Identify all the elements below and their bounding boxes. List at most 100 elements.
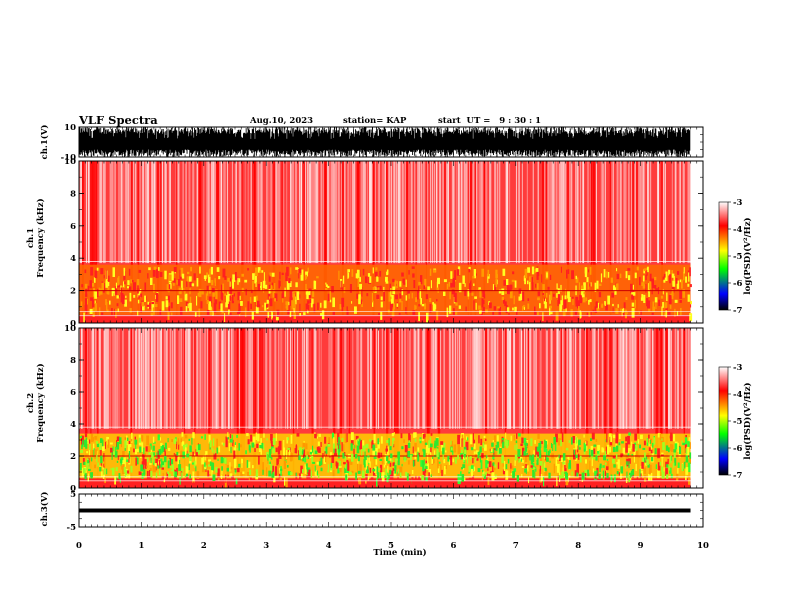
spectrogram-speckle — [259, 445, 262, 449]
spectrogram-streak — [304, 161, 306, 264]
spectrogram-speckle — [96, 454, 98, 463]
spectrogram-streak — [178, 328, 180, 429]
spectrogram-speckle — [372, 267, 374, 274]
spectrogram-speckle — [185, 306, 188, 312]
spectrogram-speckle — [342, 452, 345, 459]
spectrogram-streak — [460, 161, 462, 264]
spectrogram-speckle — [291, 453, 293, 461]
spectrogram-speckle — [687, 462, 691, 473]
spectrogram-speckle — [111, 467, 115, 476]
spectrogram-speckle — [184, 293, 188, 301]
spectrogram-speckle — [640, 310, 642, 319]
spectrogram-speckle — [105, 281, 108, 288]
spectrogram-speckle — [92, 288, 96, 297]
spectrogram-speckle — [278, 440, 282, 451]
spectrogram-speckle — [585, 445, 588, 451]
spectrogram-speckle — [186, 466, 189, 473]
spectrogram-streak — [475, 161, 477, 264]
spectrogram-streak — [218, 328, 220, 429]
spectrogram-speckle — [430, 443, 433, 448]
spectrogram-streak — [688, 328, 690, 429]
spectrogram-speckle — [280, 466, 282, 476]
spectrogram-speckle — [158, 469, 161, 476]
spectrogram-speckle — [95, 441, 99, 444]
spectrogram-streak — [347, 161, 349, 264]
spectrogram-speckle — [685, 455, 688, 463]
spectrogram-speckle — [464, 449, 467, 454]
spectrogram-speckle — [362, 440, 365, 448]
spectrogram-speckle — [408, 293, 410, 299]
spectrogram-streak — [667, 328, 669, 429]
spectrogram-streak — [269, 328, 271, 429]
spectrogram-speckle — [233, 445, 237, 455]
spectrogram-streak — [478, 328, 480, 429]
spectrogram-speckle — [227, 432, 229, 442]
spectrogram-streak — [144, 328, 146, 429]
spectrogram-speckle — [389, 469, 392, 475]
spectrogram-streak — [79, 328, 81, 429]
spectrogram-streak — [664, 161, 666, 264]
spectrogram-streak — [216, 328, 218, 429]
spectrogram-streak — [127, 161, 129, 264]
spectrogram-streak — [544, 161, 546, 264]
spectrogram-speckle — [681, 440, 683, 446]
spectrogram-speckle — [193, 460, 196, 468]
spectrogram-burst — [683, 328, 685, 482]
spectrogram-speckle — [462, 454, 466, 460]
spectrogram-speckle — [423, 468, 426, 478]
spectrogram-speckle — [575, 296, 579, 307]
spectrogram-speckle — [330, 467, 333, 471]
spectrogram-speckle — [616, 273, 620, 280]
spectrogram-speckle — [239, 444, 242, 448]
spectrogram-speckle — [418, 438, 422, 441]
spectrogram-speckle — [134, 449, 138, 455]
spectrogram-speckle — [513, 434, 516, 441]
spectrogram-speckle — [91, 437, 95, 442]
spectrogram-speckle — [119, 437, 122, 445]
spectrogram-speckle — [571, 437, 573, 445]
spectrogram-speckle — [685, 435, 687, 438]
figure-title: VLF Spectra — [79, 113, 158, 127]
spectrogram-streak — [467, 328, 469, 429]
spectrogram-burst — [564, 328, 567, 482]
spectrogram-speckle — [82, 458, 85, 465]
spectrogram-speckle — [298, 268, 300, 279]
spectrogram-streak — [87, 161, 89, 264]
spectrogram-speckle — [450, 271, 453, 279]
spectrogram-speckle — [367, 455, 370, 458]
spectrogram-speckle — [524, 446, 528, 452]
spectrogram-speckle — [114, 476, 116, 485]
spectrogram-speckle — [377, 472, 380, 479]
spectrogram-streak — [244, 161, 246, 264]
spectrogram-speckle — [593, 444, 597, 447]
spectrogram-speckle — [573, 449, 575, 455]
spectrogram-streak — [564, 161, 566, 264]
spectrogram-speckle — [471, 465, 474, 471]
colorbar-label: log(PSD)(V²/Hz) — [742, 217, 753, 294]
spectrogram-streak — [486, 161, 488, 264]
spectrogram-speckle — [344, 467, 347, 474]
spectrogram-speckle — [167, 438, 169, 443]
spectrogram-streak — [404, 328, 406, 429]
spectrogram-burst — [241, 328, 244, 482]
spectrogram-speckle — [590, 449, 594, 457]
spectrogram-streak — [518, 328, 520, 429]
spectrogram-speckle — [213, 449, 215, 455]
spectrogram-speckle — [278, 469, 282, 479]
spectrogram-speckle — [198, 447, 200, 455]
spectrogram-speckle — [192, 471, 195, 482]
spectrogram-speckle — [331, 432, 334, 439]
spectrogram-speckle — [674, 443, 678, 450]
spectrogram-speckle — [570, 461, 571, 469]
spectrogram-speckle — [530, 465, 533, 468]
spectrogram-speckle — [294, 304, 296, 311]
spectrogram-speckle — [497, 449, 500, 455]
spectrogram-speckle — [351, 470, 354, 473]
spectrogram-speckle — [544, 441, 547, 448]
spectrogram-speckle — [300, 274, 304, 281]
spectrogram-speckle — [613, 464, 616, 468]
spectrogram-speckle — [198, 308, 201, 317]
spectrogram-streak — [436, 161, 438, 264]
spectrogram-speckle — [337, 465, 340, 474]
spectrogram-speckle — [482, 290, 485, 298]
